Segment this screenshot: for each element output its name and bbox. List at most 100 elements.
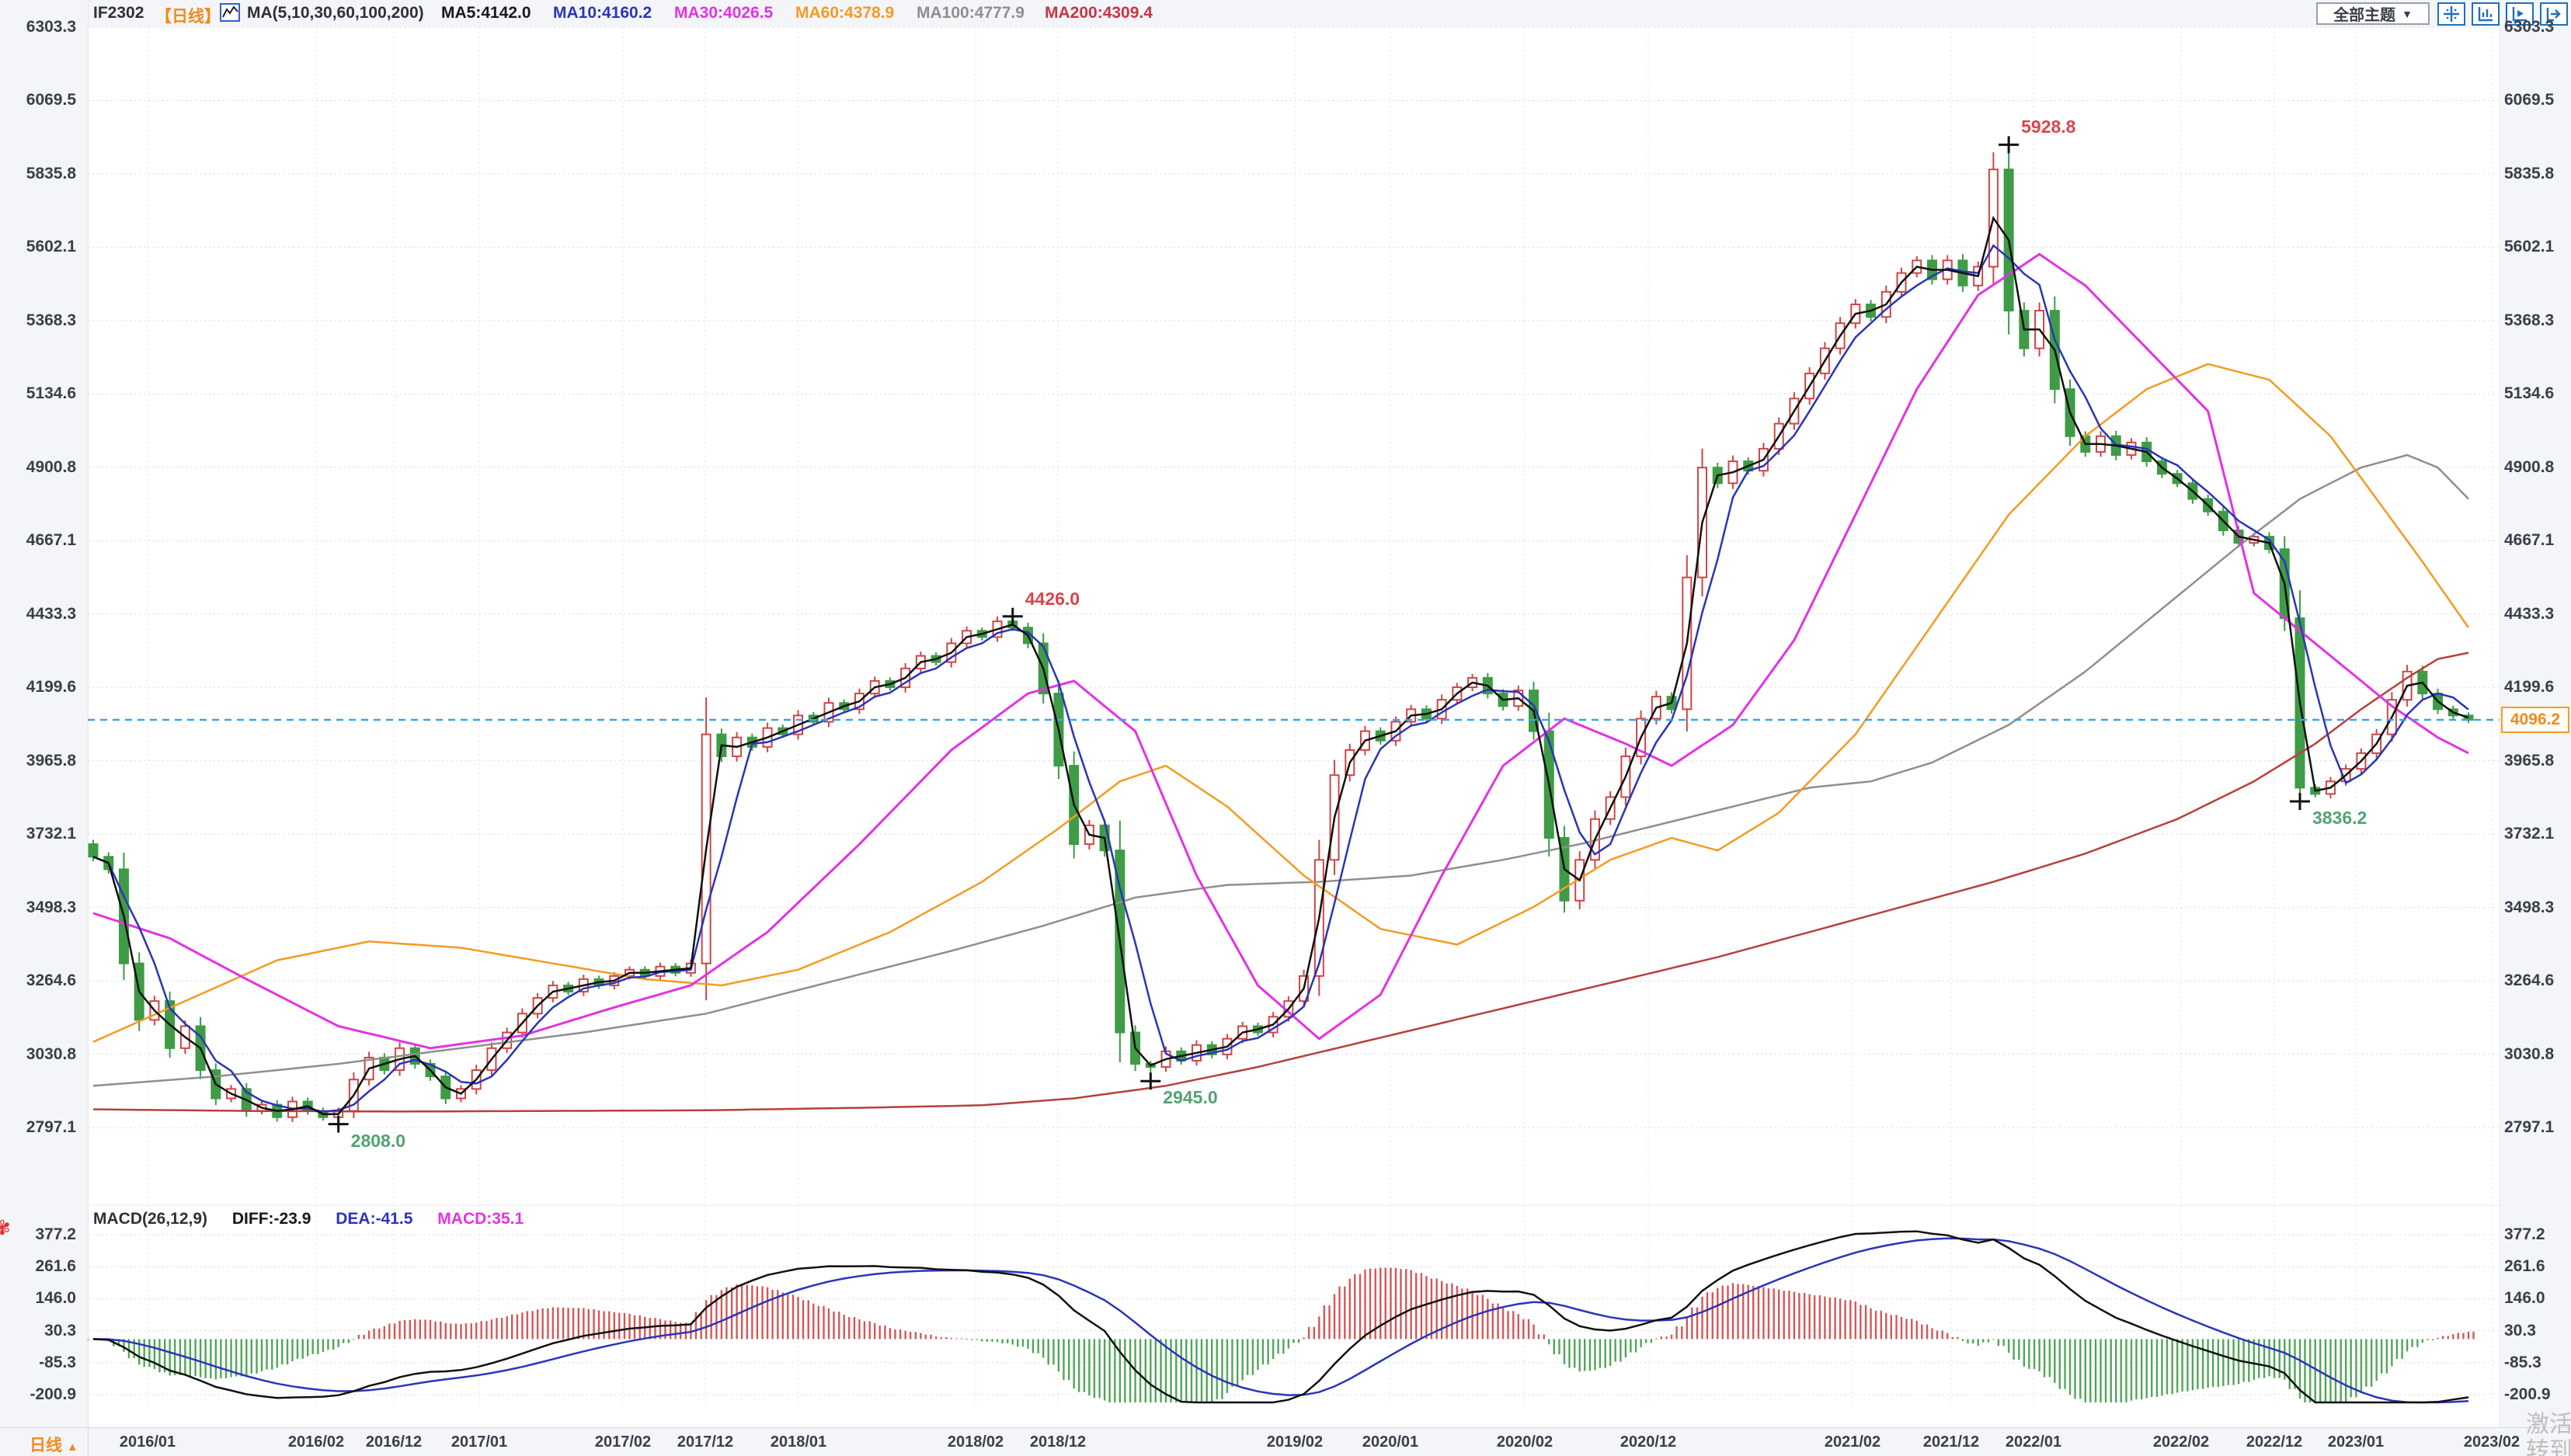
y-axis-label-right: 3498.3: [2504, 898, 2555, 916]
chevron-down-icon: ▼: [2402, 7, 2413, 20]
ma60-value: MA60:4378.9: [795, 4, 895, 22]
y-axis-label-right: 3264.6: [2504, 971, 2555, 990]
macd-dea-value: DEA:-41.5: [336, 1210, 413, 1228]
chart-type-icon[interactable]: [220, 3, 240, 22]
watermark-line2: 转到: [2526, 1438, 2571, 1456]
macd-axis-label-left: -85.3: [39, 1353, 76, 1371]
y-axis-label-left: 5368.3: [26, 311, 76, 329]
macd-axis-label-left: 146.0: [35, 1289, 76, 1308]
x-axis-label: 2018/02: [947, 1433, 1004, 1451]
y-axis-label-left: 4433.3: [26, 604, 76, 623]
macd-axis-label-right: -200.9: [2504, 1385, 2551, 1403]
crosshair-tool-button[interactable]: [2437, 2, 2465, 26]
y-axis-label-right: 5368.3: [2504, 311, 2555, 329]
theme-dropdown-label: 全部主题: [2333, 7, 2396, 24]
macd-axis-label-left: -200.9: [30, 1385, 76, 1403]
last-price-tag: 4096.2: [2501, 707, 2569, 733]
macd-macd-value: MACD:35.1: [437, 1210, 524, 1228]
macd-axis-label-right: 261.6: [2504, 1257, 2545, 1276]
x-axis-label: 2017/12: [677, 1433, 734, 1451]
ma100-value: MA100:4777.9: [917, 4, 1025, 22]
axes-play-icon: [2512, 7, 2527, 22]
macd-axis-label-right: -85.3: [2504, 1353, 2541, 1371]
y-axis-label-left: 2797.1: [26, 1118, 76, 1136]
symbol-label: IF2302: [93, 4, 144, 22]
ma30-value: MA30:4026.5: [674, 4, 774, 22]
y-axis-label-right: 6069.5: [2504, 91, 2555, 109]
ma200-value: MA200:4309.4: [1045, 4, 1153, 22]
y-axis-label-left: 3030.8: [26, 1044, 76, 1063]
y-axis-label-left: 6303.3: [26, 18, 76, 36]
y-axis-label-right: 4433.3: [2504, 604, 2555, 623]
left-axis-divider: [88, 0, 89, 1427]
zoom-range-button[interactable]: [2472, 2, 2500, 26]
y-axis-label-left: 3965.8: [26, 751, 76, 770]
y-axis-label-left: 5134.6: [26, 384, 76, 403]
ma5-value: MA5:4142.0: [441, 4, 531, 22]
y-axis-label-right: 6303.3: [2504, 18, 2555, 36]
header-bar: IF2302 【日线】 MA(5,10,30,60,100,200) MA5:4…: [0, 0, 2571, 27]
bottom-bar-separator: [88, 1428, 89, 1456]
macd-axis-label-right: 146.0: [2504, 1289, 2545, 1308]
macd-axis-label-left: 261.6: [35, 1257, 76, 1276]
arrow-export-icon: [2546, 8, 2561, 22]
plot-background: [88, 27, 2500, 1427]
y-axis-label-right: 4667.1: [2504, 531, 2555, 550]
pan-export-button[interactable]: [2540, 2, 2568, 26]
x-axis-label: 2023/01: [2327, 1433, 2385, 1451]
y-axis-label-right: 5602.1: [2504, 238, 2555, 256]
x-axis-label: 2022/01: [2005, 1433, 2062, 1451]
y-axis-label-left: 4199.6: [26, 678, 76, 697]
macd-axis-label-left: 377.2: [35, 1225, 76, 1243]
x-axis-label: 2018/12: [1029, 1433, 1087, 1451]
x-axis-label: 2017/02: [594, 1433, 652, 1451]
y-axis-label-right: 5835.8: [2504, 164, 2555, 182]
x-axis-label: 2022/02: [2152, 1433, 2210, 1451]
y-axis-label-left: 6069.5: [26, 91, 76, 109]
y-axis-label-right: 4900.8: [2504, 457, 2555, 476]
x-axis-label: 2022/12: [2246, 1433, 2303, 1451]
macd-header: MACD(26,12,9) DIFF:-23.9 DEA:-41.5 MACD:…: [93, 1210, 544, 1228]
period-switcher[interactable]: 日线 ▲: [30, 1433, 78, 1456]
y-axis-label-left: 3264.6: [26, 971, 76, 990]
x-axis-label: 2016/01: [119, 1433, 176, 1451]
low-extreme-annotation: 2945.0: [1163, 1087, 1218, 1108]
bottom-axis-bar: [0, 1427, 2571, 1456]
y-axis-label-left: 3732.1: [26, 825, 76, 843]
ma10-value: MA10:4160.2: [553, 4, 652, 22]
y-axis-label-right: 3965.8: [2504, 751, 2555, 770]
y-axis-label-left: 3498.3: [26, 898, 76, 916]
high-extreme-annotation: 5928.8: [2021, 116, 2076, 137]
flower-marker-icon: ✾: [0, 1216, 11, 1239]
theme-dropdown[interactable]: 全部主题 ▼: [2316, 2, 2430, 25]
x-axis-label: 2021/02: [1824, 1433, 1881, 1451]
high-extreme-annotation: 4426.0: [1025, 588, 1080, 609]
y-axis-label-right: 4199.6: [2504, 678, 2555, 697]
x-axis-label: 2019/02: [1266, 1433, 1324, 1451]
y-axis-label-right: 2797.1: [2504, 1118, 2555, 1136]
x-axis-label: 2018/01: [770, 1433, 827, 1451]
y-axis-label-right: 3030.8: [2504, 1044, 2555, 1063]
y-axis-label-left: 4900.8: [26, 457, 76, 476]
macd-axis-label-right: 30.3: [2504, 1321, 2536, 1340]
triangle-up-icon: ▲: [66, 1440, 78, 1454]
y-axis-label-right: 5134.6: [2504, 384, 2555, 403]
macd-axis-label-left: 30.3: [44, 1321, 76, 1340]
period-tag: 【日线】: [155, 8, 221, 26]
x-axis-label: 2017/01: [451, 1433, 508, 1451]
macd-title: MACD(26,12,9): [93, 1210, 208, 1228]
x-axis-label: 2021/12: [1922, 1433, 1980, 1451]
ma-settings-label: MA(5,10,30,60,100,200): [247, 4, 424, 22]
period-label: 日线: [30, 1437, 62, 1454]
macd-diff-value: DIFF:-23.9: [231, 1210, 311, 1228]
x-axis-label: 2020/12: [1619, 1433, 1677, 1451]
y-axis-label-left: 5602.1: [26, 238, 76, 256]
zoom-play-button[interactable]: [2506, 2, 2534, 26]
x-axis-label: 2023/02: [2463, 1433, 2521, 1451]
last-price-value: 4096.2: [2510, 711, 2561, 728]
x-axis-label: 2020/01: [1362, 1433, 1419, 1451]
x-axis-label: 2016/12: [365, 1433, 423, 1451]
y-axis-label-left: 5835.8: [26, 164, 76, 182]
crosshair-icon: [2444, 6, 2459, 22]
